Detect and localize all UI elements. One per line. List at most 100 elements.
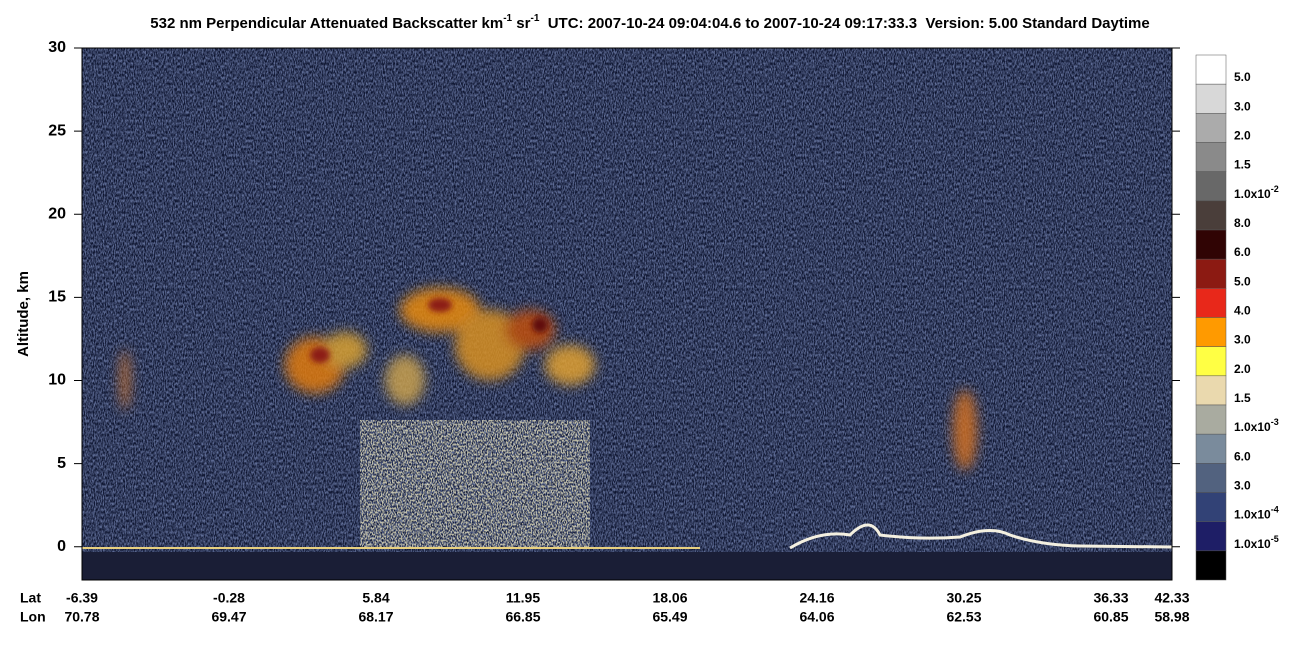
x-tick-label: 11.95 <box>506 590 540 606</box>
colorbar-label-text: 3.0 <box>1234 333 1251 347</box>
colorbar-swatch <box>1195 171 1227 202</box>
x-tick-label: 66.85 <box>505 609 540 625</box>
title-text: 532 nm Perpendicular Attenuated Backscat… <box>150 15 503 32</box>
colorbar-label: 5.0 <box>1234 275 1251 289</box>
colorbar-label-text: 1.0x10 <box>1234 187 1271 201</box>
x-tick-label: -0.28 <box>213 590 245 606</box>
colorbar-label: 1.0x10-3 <box>1234 418 1279 435</box>
colorbar-label: 1.0x10-2 <box>1234 184 1279 201</box>
x-tick-label: 65.49 <box>652 609 687 625</box>
x-tick-label: 5.84 <box>362 590 389 606</box>
colorbar-label-superscript: -3 <box>1271 418 1279 428</box>
colorbar-swatch <box>1195 142 1227 172</box>
colorbar-swatch <box>1195 200 1227 231</box>
colorbar-label-text: 3.0 <box>1234 479 1251 493</box>
backscatter-image <box>82 48 1172 580</box>
x-tick-label: 58.98 <box>1154 609 1189 625</box>
y-tick-label: 10 <box>48 372 66 389</box>
colorbar-label: 6.0 <box>1234 450 1251 464</box>
colorbar-swatch <box>1195 54 1227 85</box>
title-text: sr <box>512 15 531 32</box>
colorbar-label-superscript: -5 <box>1271 534 1279 544</box>
colorbar-swatch <box>1195 229 1227 260</box>
colorbar-label: 3.0 <box>1234 479 1251 493</box>
colorbar-label: 1.0x10-5 <box>1234 534 1279 551</box>
colorbar-label: 1.0x10-4 <box>1234 505 1279 522</box>
y-tick-label: 5 <box>57 455 66 472</box>
colorbar-swatch <box>1195 83 1227 114</box>
x-row-name: Lat <box>20 590 41 606</box>
colorbar-swatch <box>1195 258 1227 289</box>
y-axis-label: Altitude, km <box>15 271 32 357</box>
y-tick-label: 30 <box>48 39 66 56</box>
colorbar-label-text: 4.0 <box>1234 304 1251 318</box>
colorbar-label-text: 1.0x10 <box>1234 537 1271 551</box>
clouds <box>120 288 977 470</box>
colorbar-label: 3.0 <box>1234 100 1251 114</box>
x-tick-label: 42.33 <box>1154 590 1189 606</box>
colorbar-label-text: 6.0 <box>1234 450 1251 464</box>
colorbar-label: 2.0 <box>1234 362 1251 376</box>
x-tick-label: 60.85 <box>1093 609 1128 625</box>
title-superscript: -1 <box>503 13 512 24</box>
colorbar-label: 3.0 <box>1234 333 1251 347</box>
colorbar-label-text: 5.0 <box>1234 275 1251 289</box>
x-tick-label: 18.06 <box>652 590 687 606</box>
colorbar-swatch <box>1195 463 1227 493</box>
x-tick-label: 30.25 <box>946 590 981 606</box>
x-tick-label: 24.16 <box>799 590 834 606</box>
colorbar-label: 4.0 <box>1234 304 1251 318</box>
y-tick-label: 25 <box>48 122 66 139</box>
colorbar-label: 1.5 <box>1234 391 1251 405</box>
colorbar-label-text: 1.0x10 <box>1234 420 1271 434</box>
x-tick-label: -6.39 <box>66 590 98 606</box>
x-tick-label: 64.06 <box>799 609 834 625</box>
title-text: UTC: 2007-10-24 09:04:04.6 to 2007-10-24… <box>539 15 1149 32</box>
subsurface <box>82 552 1172 580</box>
colorbar-label-text: 3.0 <box>1234 100 1251 114</box>
colorbar-label-superscript: -2 <box>1271 184 1279 194</box>
surface-terrain <box>789 523 1172 550</box>
colorbar-label-superscript: -4 <box>1271 505 1279 515</box>
colorbar-swatch <box>1195 492 1227 522</box>
x-tick-label: 36.33 <box>1093 590 1128 606</box>
colorbar-swatch <box>1195 317 1227 347</box>
title-superscript: -1 <box>530 13 539 24</box>
noise-texture <box>82 48 1172 580</box>
colorbar-label-text: 6.0 <box>1234 245 1251 259</box>
colorbar-label-text: 5.0 <box>1234 70 1251 84</box>
x-tick-label: 62.53 <box>946 609 981 625</box>
plot-frame <box>81 47 1173 581</box>
colorbar-swatch <box>1195 375 1227 406</box>
y-tick-label: 15 <box>48 289 66 306</box>
colorbar-swatch <box>1195 288 1227 318</box>
colorbar-label: 8.0 <box>1234 216 1251 230</box>
colorbar-label: 5.0 <box>1234 70 1251 84</box>
colorbar-swatch <box>1195 521 1227 552</box>
x-tick-label: 68.17 <box>358 609 393 625</box>
colorbar-label-text: 1.5 <box>1234 391 1251 405</box>
colorbar-label: 2.0 <box>1234 129 1251 143</box>
colorbar-swatch <box>1195 550 1227 581</box>
chart-title: 532 nm Perpendicular Attenuated Backscat… <box>150 13 1149 32</box>
colorbar-swatch <box>1195 433 1227 464</box>
x-tick-label: 70.78 <box>64 609 99 625</box>
x-tick-label: 69.47 <box>211 609 246 625</box>
colorbar-swatch <box>1195 113 1227 143</box>
x-row-name: Lon <box>20 609 46 625</box>
colorbar-label-text: 2.0 <box>1234 129 1251 143</box>
colorbar-label: 6.0 <box>1234 245 1251 259</box>
colorbar-label-text: 1.0x10 <box>1234 508 1271 522</box>
colorbar-swatch <box>1195 346 1227 377</box>
aerosol-speckle <box>360 420 590 548</box>
colorbar-label: 1.5 <box>1234 158 1251 172</box>
y-tick-label: 20 <box>48 205 66 222</box>
y-tick-label: 0 <box>57 538 66 555</box>
cloud-cores <box>310 298 548 363</box>
colorbar-label-text: 1.5 <box>1234 158 1251 172</box>
colorbar-label-text: 8.0 <box>1234 216 1251 230</box>
colorbar-label-text: 2.0 <box>1234 362 1251 376</box>
colorbar-swatch <box>1195 404 1227 435</box>
